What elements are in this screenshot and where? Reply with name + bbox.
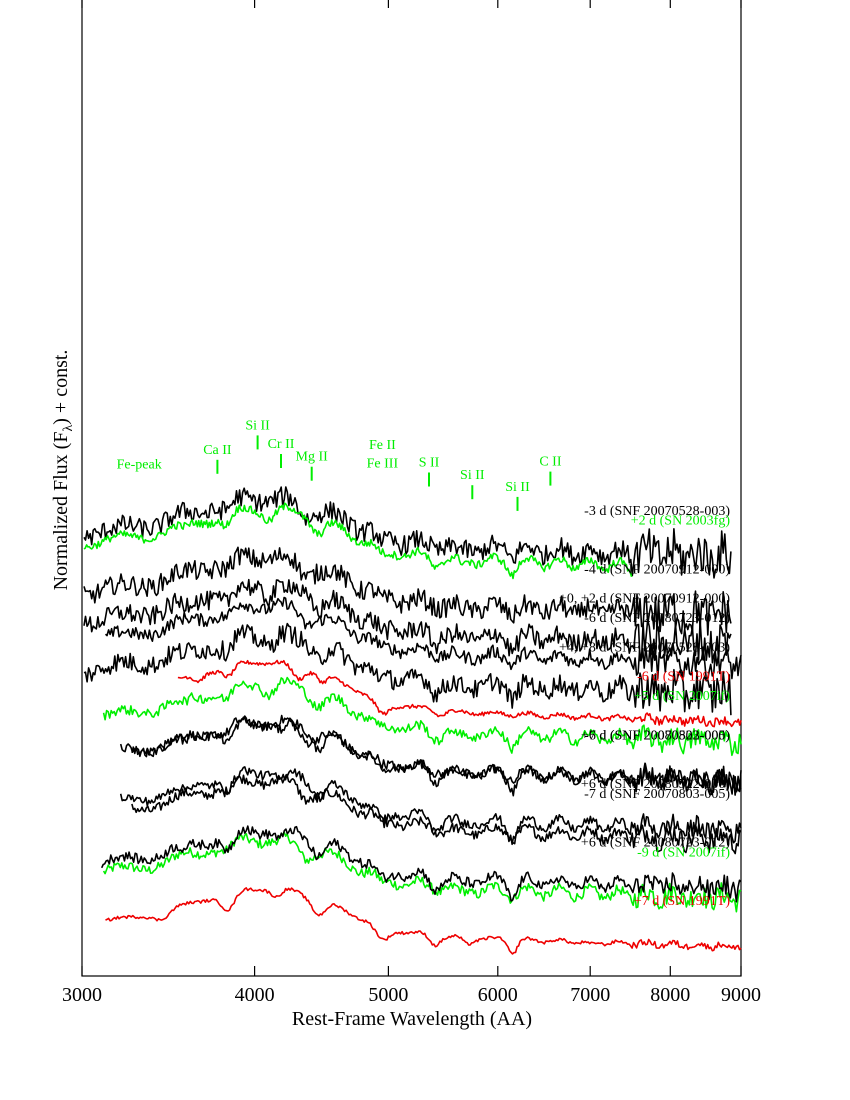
spectrum-line-11 xyxy=(102,676,742,757)
y-axis-title-pre: Normalized Flux (F xyxy=(50,432,72,591)
line-id-label-6: Fe II xyxy=(369,438,396,453)
spectrum-label-12: +6 d (SNF 20070803-005) xyxy=(581,728,730,743)
line-id-label-5: Mg II xyxy=(296,450,329,465)
spectrum-line-14 xyxy=(100,825,742,903)
spectrum-label-3: -7 d (SNF 20080522-000) xyxy=(584,728,730,743)
spectrum-label-10: +4, +8 d (SNF 20070528-003) xyxy=(559,640,730,655)
line-id-label-7: Fe III xyxy=(367,457,399,472)
x-tick-label-3: 5000 xyxy=(368,984,408,1006)
line-id-label-8: S II xyxy=(419,456,440,471)
line-id-label-11: C II xyxy=(539,455,562,470)
x-tick-label-7: 9000 xyxy=(721,984,761,1006)
x-tick-label-5: 7000 xyxy=(570,984,610,1006)
y-axis-title-sub: λ xyxy=(61,425,76,432)
line-id-label-1: Fe-peak xyxy=(117,458,162,473)
spectrum-line-8 xyxy=(83,502,633,580)
x-tick-label-1: 3000 xyxy=(62,984,102,1006)
spectrum-line-6 xyxy=(83,546,732,636)
spectrum-label-2: -7 d (SNF 20070803-005) xyxy=(584,787,730,802)
spectrum-label-8: +2 d (SN 2003fg) xyxy=(631,514,731,529)
spectra-layer xyxy=(83,486,742,955)
line-id-label-3: Si II xyxy=(245,418,270,433)
line-id-label-10: Si II xyxy=(505,480,530,495)
spectrum-label-4: -6 d (SN 1991T) xyxy=(637,670,730,685)
x-tick-label-4: 6000 xyxy=(478,984,518,1006)
y-axis-title-post: ) + const. xyxy=(50,350,72,425)
spectrum-line-4 xyxy=(177,659,742,728)
y-axis-title: Normalized Flux (Fλ) + const. xyxy=(50,350,76,591)
x-axis-ticks: 3000 4000 5000 6000 7000 8000 9000 xyxy=(62,0,761,1006)
spectrum-line-13 xyxy=(119,766,742,846)
spectrum-line-9 xyxy=(83,578,732,664)
x-tick-label-2: 4000 xyxy=(235,984,275,1006)
spectrum-label-5: -6 d (SNF 20080723-012) xyxy=(584,611,730,626)
spectrum-line-12 xyxy=(131,716,742,797)
spectrum-label-6: -4 d (SNF 20070912-000) xyxy=(584,562,730,577)
spectrum-line-1 xyxy=(102,831,742,913)
spectrum-line-5 xyxy=(104,596,742,680)
spectrum-label-9: +0, +2 d (SNF 20070912-000) xyxy=(559,592,730,607)
spectrum-label-14: +6 d (SNF 20080723-012) xyxy=(581,836,730,851)
x-tick-label-6: 8000 xyxy=(650,984,690,1006)
spectrum-label-15: +7 d (SN 1991T) xyxy=(634,894,731,909)
spectrum-label-11: +5 d (SN 2007if) xyxy=(634,689,731,704)
plot-frame xyxy=(81,0,742,977)
line-id-label-9: Si II xyxy=(460,468,485,483)
spectrum-labels: -9 d (SN 2007if) -7 d (SNF 20070803-005) -… xyxy=(559,504,730,909)
spectrum-label-7: -3 d (SNF 20070528-003) xyxy=(584,504,730,519)
spectrum-line-10 xyxy=(83,622,732,716)
spectrum-label-13: +6 d (SNF 20080522-000) xyxy=(581,777,730,792)
line-id-label-4: Cr II xyxy=(268,437,295,452)
spectrum-label-1: -9 d (SN 2007if) xyxy=(637,845,730,860)
x-axis-title: Rest-Frame Wavelength (AA) xyxy=(292,1008,532,1030)
line-id-label-2: Ca II xyxy=(203,443,232,458)
spectrum-line-15 xyxy=(105,887,742,955)
